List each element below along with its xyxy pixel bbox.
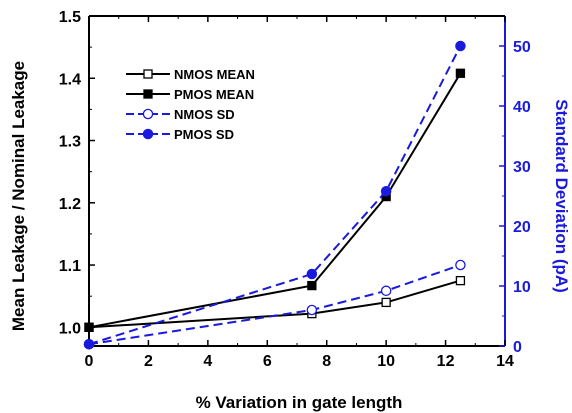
legend-marker-nmos-mean <box>143 69 153 79</box>
data-point-pmos-mean <box>455 68 466 78</box>
data-point-pmos-mean <box>84 322 94 332</box>
x-axis-title: % Variation in gate length <box>196 393 403 412</box>
series-pmos-mean <box>84 68 466 332</box>
legend-item-pmos-sd: PMOS SD <box>126 127 234 142</box>
data-point-pmos-sd <box>83 338 95 350</box>
series-nmos-mean <box>84 275 466 332</box>
y-left-tick-label: 1.0 <box>59 320 81 337</box>
plot-area <box>88 15 506 347</box>
data-point-nmos-mean <box>381 297 391 308</box>
x-tick-label: 14 <box>496 353 514 370</box>
y-left-tick-label: 1.1 <box>59 258 81 275</box>
data-point-nmos-sd <box>380 285 392 297</box>
x-tick-label: 6 <box>263 353 272 370</box>
legend-label-pmos-mean: PMOS MEAN <box>174 87 254 102</box>
legend-marker-pmos-sd <box>142 128 154 140</box>
y-right-tick-label: 20 <box>513 219 531 236</box>
series-line-pmos-sd <box>88 45 462 346</box>
y-right-tick-label: 40 <box>513 99 531 116</box>
x-tick-label: 2 <box>144 353 153 370</box>
x-tick-label: 0 <box>85 353 94 370</box>
data-point-nmos-sd <box>455 259 466 271</box>
x-axis: 0 2 4 6 8 10 12 14 <box>85 16 514 370</box>
x-tick-label: 8 <box>322 353 331 370</box>
y-left-axis: 1.0 1.1 1.2 1.3 1.4 1.5 <box>59 9 95 337</box>
y-right-tick-label: 30 <box>513 159 531 176</box>
data-point-nmos-mean <box>455 275 466 286</box>
series-pmos-sd <box>83 40 466 350</box>
legend-label-nmos-mean: NMOS MEAN <box>174 67 255 82</box>
legend-label-nmos-sd: NMOS SD <box>174 107 235 122</box>
data-point-nmos-sd <box>306 304 318 316</box>
legend-item-nmos-mean: NMOS MEAN <box>126 67 255 82</box>
data-point-pmos-sd <box>306 268 318 280</box>
y-right-tick-label: 10 <box>513 279 531 296</box>
series-layer <box>83 40 466 350</box>
y-right-axis-title: Standard Deviation (pA) <box>552 99 571 293</box>
series-nmos-sd <box>83 259 466 350</box>
y-right-tick-label: 50 <box>513 39 531 56</box>
y-left-tick-label: 1.3 <box>59 134 81 151</box>
legend-item-nmos-sd: NMOS SD <box>126 107 235 122</box>
y-left-tick-label: 1.4 <box>59 71 81 88</box>
x-tick-label: 12 <box>437 353 455 370</box>
data-point-pmos-sd <box>455 40 466 52</box>
y-right-tick-label: 0 <box>513 339 522 356</box>
y-left-tick-label: 1.2 <box>59 196 81 213</box>
legend: NMOS MEAN PMOS MEAN NMOS SD PMOS SD <box>126 67 255 142</box>
x-tick-label: 4 <box>203 353 212 370</box>
data-point-pmos-mean <box>307 280 317 291</box>
series-line-nmos-mean <box>88 279 461 329</box>
y-left-axis-title: Mean Leakage / Nominal Leakage <box>9 61 28 331</box>
data-point-pmos-sd <box>380 185 392 197</box>
legend-marker-nmos-sd <box>142 108 154 120</box>
series-line-pmos-mean <box>88 72 462 329</box>
legend-item-pmos-mean: PMOS MEAN <box>126 87 254 102</box>
legend-label-pmos-sd: PMOS SD <box>174 127 234 142</box>
series-line-nmos-sd <box>88 264 461 346</box>
legend-marker-pmos-mean <box>143 89 153 99</box>
y-left-tick-label: 1.5 <box>59 9 81 26</box>
y-right-axis: 0 10 20 30 40 50 <box>499 39 531 356</box>
x-tick-label: 10 <box>377 353 395 370</box>
